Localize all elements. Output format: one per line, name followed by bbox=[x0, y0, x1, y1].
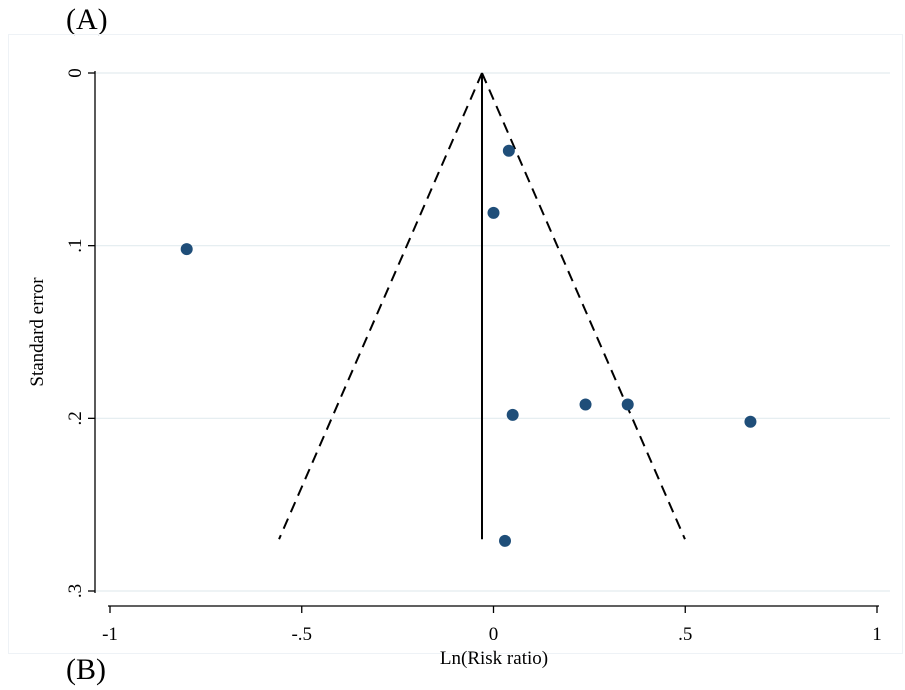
x-tick-label-1: -.5 bbox=[291, 624, 312, 645]
y-tick-label-3: .3 bbox=[65, 584, 86, 598]
data-point-1 bbox=[487, 206, 500, 219]
x-tick-label-2: 0 bbox=[489, 624, 499, 645]
x-axis-title: Ln(Risk ratio) bbox=[440, 648, 548, 669]
axes bbox=[88, 71, 879, 613]
y-tick-label-1: .1 bbox=[65, 239, 86, 253]
grid-lines bbox=[95, 72, 890, 592]
funnel-left-line bbox=[278, 72, 483, 540]
data-point-4 bbox=[579, 398, 592, 411]
funnel-lines bbox=[278, 72, 686, 540]
data-point-3 bbox=[506, 408, 519, 421]
plot-frame bbox=[8, 34, 903, 654]
panel-label-a: (A) bbox=[66, 3, 108, 36]
x-tick-label-4: 1 bbox=[872, 624, 882, 645]
y-tick-label-2: .2 bbox=[65, 411, 86, 425]
data-point-6 bbox=[744, 415, 757, 428]
data-point-0 bbox=[502, 144, 515, 157]
y-tick-label-0: 0 bbox=[65, 68, 86, 78]
funnel-right-line bbox=[481, 72, 686, 540]
tick-labels: 0 .1 .2 .3 -1 -.5 0 .5 1 bbox=[65, 68, 882, 645]
data-point-2 bbox=[180, 243, 193, 256]
x-tick-label-0: -1 bbox=[102, 624, 118, 645]
data-point-5 bbox=[621, 398, 634, 411]
y-axis-title: Standard error bbox=[27, 277, 48, 387]
x-tick-label-3: .5 bbox=[678, 624, 692, 645]
panel-label-b: (B) bbox=[66, 653, 106, 686]
data-points bbox=[180, 144, 757, 547]
data-point-7 bbox=[499, 534, 512, 547]
